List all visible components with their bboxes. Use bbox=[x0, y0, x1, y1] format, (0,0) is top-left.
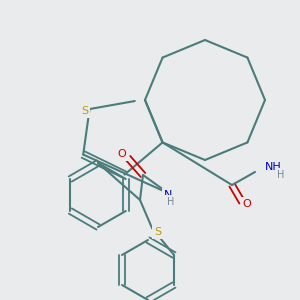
Text: H: H bbox=[167, 197, 175, 207]
Text: O: O bbox=[243, 199, 251, 209]
Text: O: O bbox=[118, 149, 126, 159]
Text: S: S bbox=[154, 227, 162, 237]
Text: S: S bbox=[81, 106, 88, 116]
Text: H: H bbox=[277, 170, 284, 180]
Text: NH: NH bbox=[265, 162, 282, 172]
Text: N: N bbox=[164, 190, 172, 200]
